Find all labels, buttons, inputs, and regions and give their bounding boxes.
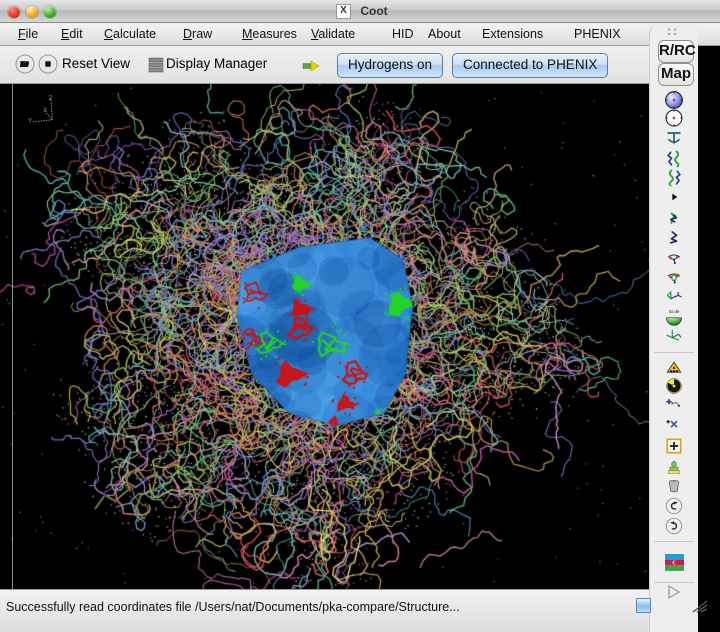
svg-text:Y: Y <box>28 119 32 125</box>
svg-text:Z: Z <box>49 96 53 102</box>
svg-text:Si de: Si de <box>669 309 680 314</box>
svg-text:X: X <box>43 108 47 114</box>
